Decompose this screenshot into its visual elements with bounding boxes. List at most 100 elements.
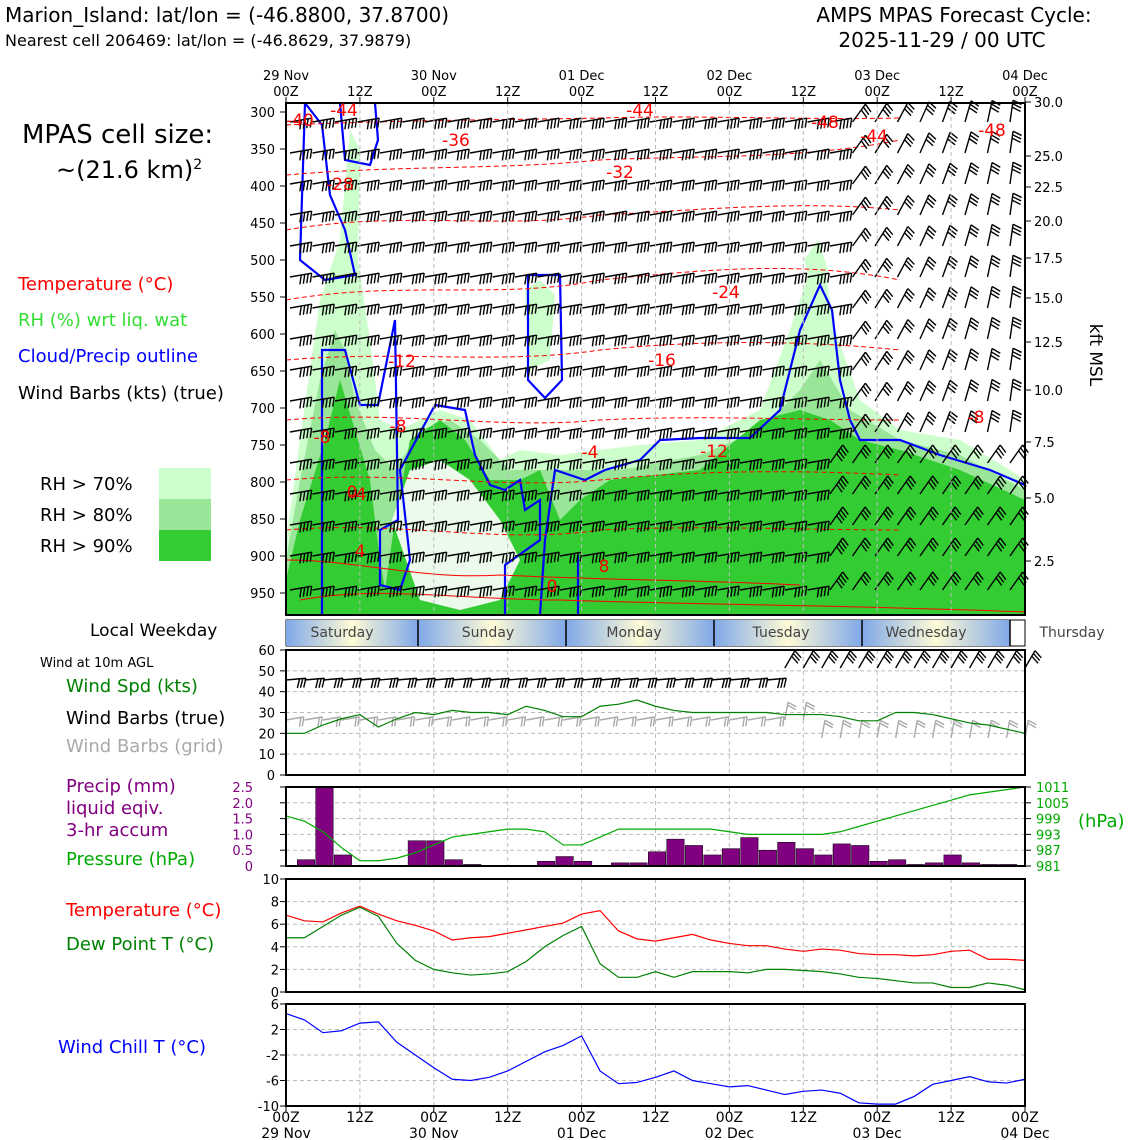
- wind-barb-flag: [332, 521, 335, 531]
- wind-barb-flag: [952, 540, 960, 549]
- wind-barb-flag: [726, 429, 730, 440]
- wind-barb-flag: [636, 243, 640, 254]
- wind-barb-flag: [669, 335, 673, 345]
- wind-barb-flag: [804, 211, 808, 221]
- wind-barb-flag: [759, 490, 763, 500]
- bottom-xtick-date: 02 Dec: [705, 1126, 754, 1140]
- wind-barb-flag: [489, 521, 493, 531]
- wind-barb-flag: [977, 475, 984, 485]
- wind-barb-flag: [602, 459, 605, 469]
- wind-barb-flag: [794, 305, 797, 316]
- wind-barb-flag: [347, 336, 351, 346]
- wind-barb-flag: [482, 305, 486, 315]
- wind-barb-flag: [640, 243, 643, 253]
- wind-barb-flag: [925, 293, 934, 302]
- wind-barb-flag: [737, 428, 740, 438]
- wind-barb-flag: [704, 119, 707, 130]
- wind-barb-flag: [377, 118, 380, 128]
- wind-barb-flag: [444, 678, 449, 689]
- wind-barb-flag: [860, 388, 868, 398]
- wind-barb-flag: [306, 428, 309, 439]
- wind-barb-flag: [636, 150, 640, 161]
- wind-barb-flag: [550, 119, 553, 129]
- wind-barb-flag: [659, 336, 662, 347]
- wind-barb-flag: [479, 181, 482, 192]
- wind-barb-flag: [714, 521, 718, 531]
- wind-barb-flag: [714, 397, 718, 407]
- wind-barb-flag: [396, 211, 399, 222]
- cloud-outline-main: [538, 282, 1026, 616]
- wind-barb-flag: [456, 119, 460, 130]
- wind-barb-flag: [579, 428, 583, 438]
- wind-barb-flag: [756, 242, 759, 253]
- wind-barb-flag: [801, 428, 804, 439]
- wind-barb-flag: [298, 717, 302, 727]
- wind-barb-flag: [418, 304, 422, 315]
- wind-barb-flag: [975, 574, 982, 583]
- wind-barb-flag: [366, 553, 370, 564]
- wind-barb-flag: [512, 273, 515, 283]
- wind-barb-flag: [624, 366, 628, 376]
- wind-barb-flag: [864, 258, 872, 268]
- legend-rh80: RH > 80%: [40, 505, 133, 526]
- wind-barb-flag: [756, 149, 759, 160]
- wind-barb-flag: [321, 429, 325, 440]
- legend-temperature: Temperature (°C): [18, 274, 174, 295]
- wind-barb-flag: [531, 180, 534, 191]
- wind-barb-flag: [370, 491, 373, 501]
- wind-barb-flag: [756, 273, 759, 284]
- wind-barb-flag: [711, 242, 714, 253]
- wind-barb-flag: [576, 552, 579, 563]
- wind-barb-flag: [375, 716, 379, 727]
- precip-bar: [666, 838, 685, 867]
- wind-barb-flag: [335, 717, 339, 727]
- wind-barb-shaft: [932, 650, 944, 669]
- wind-barb-flag: [688, 521, 692, 532]
- wind-barb-flag: [332, 211, 335, 221]
- wind-barb-flag: [681, 212, 685, 223]
- wind-barb-flag: [928, 163, 937, 171]
- wind-barb-flag: [557, 366, 560, 376]
- xs-ytick-label: 650: [250, 365, 275, 380]
- wind-barb-flag: [614, 119, 617, 130]
- wind-barb-flag: [794, 429, 797, 440]
- wind-barb-flag: [666, 335, 669, 346]
- wind-barb-flag: [737, 180, 740, 190]
- wind-barb-flag: [624, 397, 628, 407]
- wind-barb-flag: [711, 180, 714, 191]
- wind-barb-flag: [377, 459, 380, 469]
- wind-barb-flag: [418, 180, 422, 191]
- wind-barb-flag: [550, 274, 553, 284]
- wind-barb-flag: [970, 286, 980, 293]
- wind-barb-flag: [860, 512, 868, 521]
- wind-barb-flag: [527, 181, 531, 191]
- wind-barb-flag: [306, 552, 309, 563]
- wind-barb-flag: [501, 460, 505, 471]
- wind-barb-flag: [970, 379, 980, 386]
- wind-barb-shaft: [964, 255, 972, 278]
- wind-barb-flag: [591, 150, 595, 161]
- wind-barb-flag: [415, 429, 418, 439]
- wind-barb-flag: [434, 336, 437, 347]
- wind-barb-flag: [602, 552, 605, 562]
- xs-ytick-label: 300: [250, 106, 275, 121]
- wind-barb-flag: [572, 305, 576, 315]
- wind-barb-flag: [467, 149, 470, 159]
- wind-barb-flag: [1012, 223, 1022, 230]
- wind-barb-flag: [669, 304, 673, 314]
- wind-barb-flag: [444, 459, 448, 469]
- wind-barb-flag: [325, 119, 328, 129]
- xs-ytick-right-label: 12.5: [1034, 336, 1063, 351]
- wind-barb-flag: [569, 305, 572, 316]
- wind-barb-flag: [418, 428, 422, 439]
- wind-barb-flag: [456, 181, 460, 192]
- wind-barb-flag: [550, 398, 553, 408]
- wind-barb-flag: [411, 522, 415, 533]
- wind-barb-flag: [948, 383, 957, 391]
- wind-barb-flag: [366, 429, 370, 440]
- wind-barb-flag: [598, 552, 602, 563]
- wind-barb-flag: [444, 428, 448, 438]
- wind-barb-flag: [907, 133, 915, 141]
- wind-barb-flag: [905, 384, 914, 393]
- wind-barb-flag: [325, 398, 328, 408]
